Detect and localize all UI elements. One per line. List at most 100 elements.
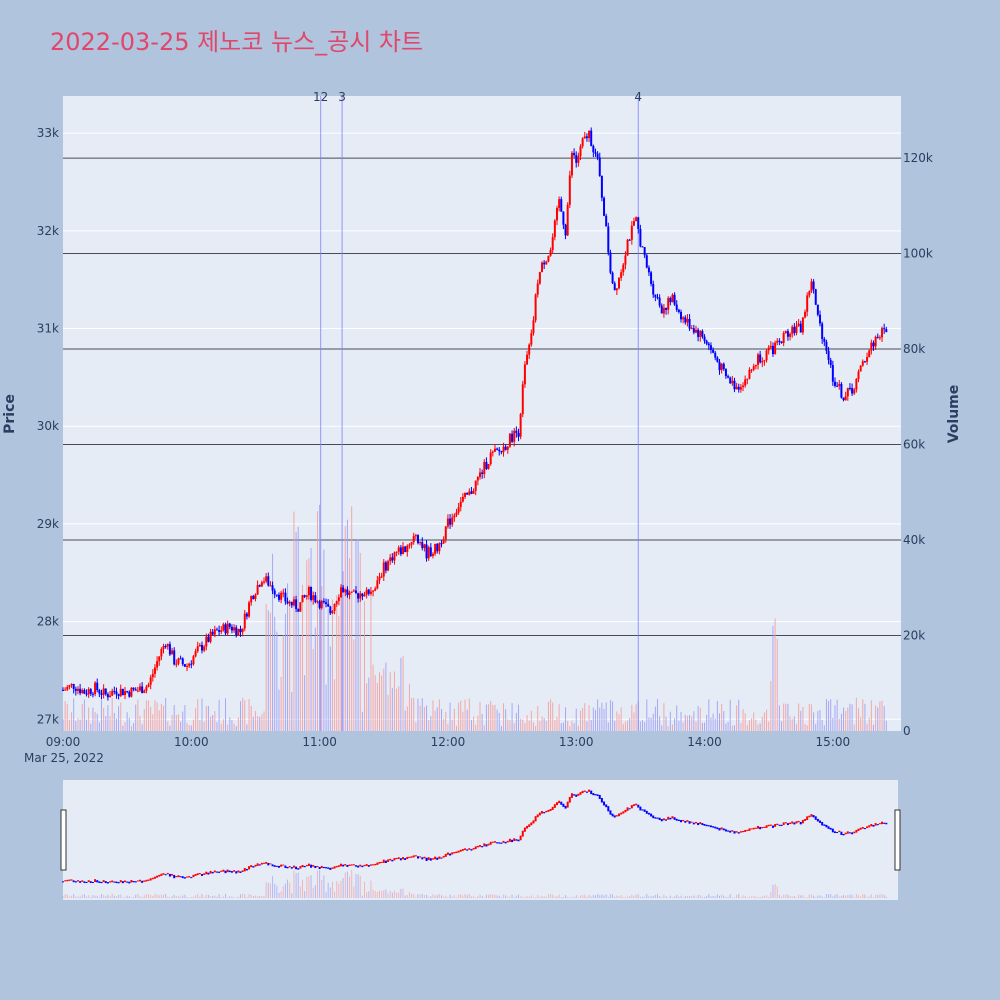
mini-volume-bar [470,896,472,898]
volume-bar [167,721,169,731]
mini-volume-bar [423,895,425,898]
candle-body [384,562,387,571]
candle-body [536,283,539,295]
mini-volume-bar [490,894,492,898]
mini-volume-bar [376,891,378,898]
volume-bar [515,712,517,731]
mini-volume-bar [872,897,874,898]
volume-bar [423,706,425,731]
mini-volume-bar [468,893,470,898]
volume-bar [639,721,641,731]
mini-volume-bar [663,894,665,898]
mini-volume-bar [505,895,507,898]
candle-body [577,156,580,163]
range-slider-right-handle[interactable] [894,809,901,871]
mini-volume-bar [725,897,727,898]
candle-body [106,694,109,698]
candle-body [705,340,708,344]
volume-bar [843,707,845,731]
candle-body [583,136,586,139]
volume-bar [316,511,318,731]
volume-bar [731,725,733,731]
mini-volume-bar [791,896,793,898]
volume-bar [355,540,357,731]
mini-volume-bar [218,894,220,898]
volume-bar [436,707,438,731]
volume-bar [62,719,64,731]
mini-volume-bar [828,894,830,898]
volume-bar [139,715,141,731]
mini-volume-bar [133,897,135,898]
volume-bar [81,704,83,731]
candle-body [605,215,608,227]
mini-volume-bar [594,895,596,898]
candle-body [517,432,520,437]
candle-body [543,262,546,265]
volume-bar [490,701,492,731]
mini-volume-bar [714,896,716,898]
candle-body [474,480,477,491]
candle-body [316,601,319,603]
volume-bar [415,722,417,731]
price-candles [62,127,888,701]
candle-body [363,594,366,597]
volume-bar [721,703,723,731]
candle-body [506,446,509,450]
range-slider-background[interactable] [63,780,898,900]
volume-bar [828,700,830,731]
candle-body [660,305,663,314]
mini-volume-bar [402,888,404,898]
candle-body [275,594,278,596]
candle-body [530,333,533,345]
candle-body [416,535,419,544]
candle-body [209,631,212,642]
candle-body [248,602,251,617]
mini-volume-bar [436,895,438,898]
volume-bar [768,721,770,731]
mini-volume-bar [374,891,376,898]
mini-volume-bar [160,894,162,898]
mini-volume-bar [426,894,428,898]
volume-bar [421,698,423,731]
candle-body [145,686,148,691]
mini-volume-bar [609,894,611,898]
mini-volume-bar [674,896,676,898]
mini-volume-bar [864,894,866,898]
mini-volume-bar [122,897,124,898]
mini-volume-bar [231,896,233,898]
volume-bar [849,703,851,731]
volume-bar [473,716,475,731]
mini-volume-bar [599,895,601,898]
candle-body [607,226,610,253]
mini-volume-bar [274,883,276,898]
price-tick-label: 32k [37,224,59,238]
candle-body [312,595,315,600]
volume-bar [400,657,402,731]
volume-bar [160,703,162,731]
chart-title: 2022-03-25 제노코 뉴스_공시 차트 [50,28,424,56]
volume-bar [586,721,588,731]
mini-volume-bar [413,893,415,898]
price-tick-label: 31k [37,322,59,336]
volume-bar [678,720,680,731]
mini-volume-bar [481,895,483,898]
mini-volume-bar [862,894,864,898]
mini-volume-bar [759,897,761,898]
candle-body [104,688,107,695]
volume-bar [517,704,519,731]
mini-volume-bar [173,894,175,898]
volume-bar [293,511,295,731]
mini-volume-bar [205,894,207,898]
candle-body [245,613,248,617]
mini-volume-bar [612,894,614,898]
volume-bar [222,719,224,731]
volume-bar [135,704,137,731]
volume-bars [62,504,887,731]
volume-bar [314,627,316,731]
range-slider-left-handle[interactable] [60,809,67,871]
y-axis-title: Price [2,394,18,434]
mini-volume-bar [738,894,740,898]
mini-volume-bar [603,895,605,898]
volume-bar [284,613,286,731]
mini-volume-bar [751,896,753,898]
